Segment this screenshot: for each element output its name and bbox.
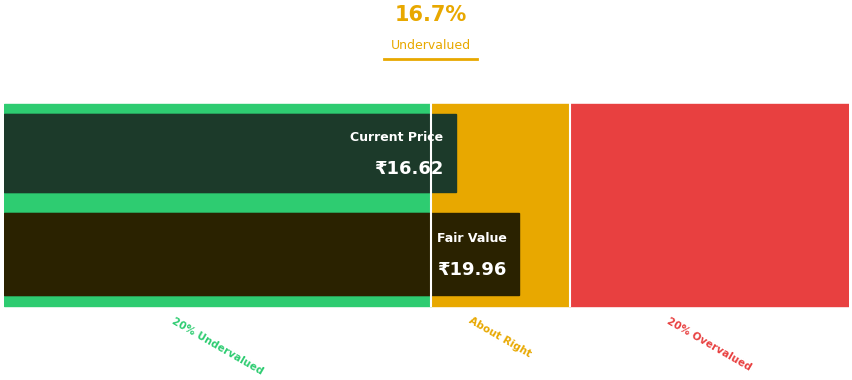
Text: ₹16.62: ₹16.62 <box>373 160 443 178</box>
Bar <box>430 202 569 306</box>
Bar <box>4 114 430 192</box>
Bar <box>569 104 848 202</box>
Text: Current Price: Current Price <box>350 131 443 144</box>
Bar <box>569 202 848 306</box>
Bar <box>4 213 519 295</box>
Text: Undervalued: Undervalued <box>390 40 470 52</box>
Bar <box>4 202 430 306</box>
Text: About Right: About Right <box>467 316 532 359</box>
Bar <box>4 114 456 192</box>
Text: 20% Undervalued: 20% Undervalued <box>170 316 265 376</box>
Bar <box>4 213 430 295</box>
Text: Fair Value: Fair Value <box>436 231 506 245</box>
Text: 20% Overvalued: 20% Overvalued <box>665 316 752 372</box>
Bar <box>430 104 569 202</box>
Text: 16.7%: 16.7% <box>394 5 466 25</box>
Text: ₹19.96: ₹19.96 <box>437 261 506 279</box>
Bar <box>4 104 430 202</box>
